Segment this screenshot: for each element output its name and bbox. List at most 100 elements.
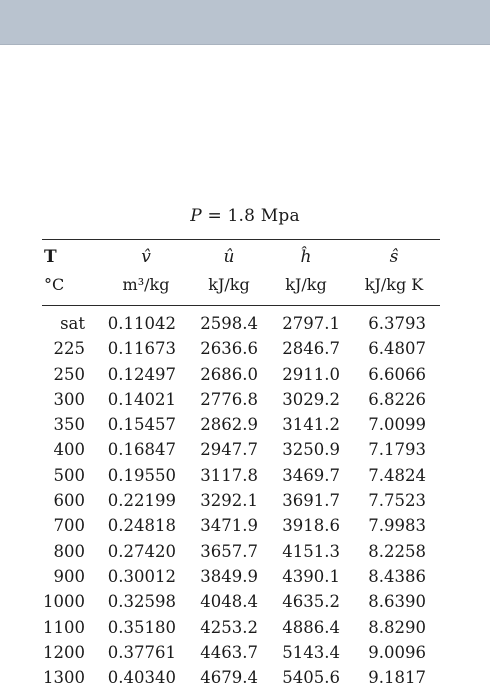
cell-entropy: 7.0099: [368, 415, 426, 435]
cell-specific-volume: 0.11673: [107, 339, 176, 359]
table-top-rule: [42, 239, 440, 240]
cell-enthalpy: 5143.4: [282, 642, 340, 662]
cell-temperature: 400: [53, 440, 86, 460]
table-row: 1100 0.35180 4253.2 4886.4 8.8290: [0, 615, 490, 640]
cell-internal-energy: 4048.4: [200, 592, 258, 612]
cell-specific-volume: 0.30012: [107, 566, 176, 586]
header-enthalpy: ĥ kJ/kg: [268, 243, 344, 299]
cell-specific-volume: 0.32598: [107, 592, 176, 612]
cell-entropy: 6.8226: [368, 389, 426, 409]
cell-internal-energy: 4463.7: [200, 642, 258, 662]
cell-temperature: 1000: [43, 592, 85, 612]
cell-enthalpy: 2911.0: [282, 364, 340, 384]
cell-entropy: 8.6390: [368, 592, 426, 612]
cell-specific-volume: 0.35180: [107, 617, 176, 637]
cell-temperature: sat: [60, 314, 85, 333]
cell-specific-volume: 0.37761: [107, 642, 176, 662]
cell-internal-energy: 2686.0: [200, 364, 258, 384]
table-row: 300 0.14021 2776.8 3029.2 6.8226: [0, 387, 490, 412]
table-row: 900 0.30012 3849.9 4390.1 8.4386: [0, 564, 490, 589]
cell-entropy: 9.0096: [368, 642, 426, 662]
cell-enthalpy: 3691.7: [282, 491, 340, 511]
cell-temperature: 225: [53, 339, 86, 359]
table-row: 500 0.19550 3117.8 3469.7 7.4824: [0, 463, 490, 488]
cell-internal-energy: 2862.9: [200, 415, 258, 435]
header-symbol: v̂: [141, 247, 151, 267]
cell-specific-volume: 0.40340: [107, 668, 176, 688]
cell-enthalpy: 3029.2: [282, 389, 340, 409]
table-row: 1300 0.40340 4679.4 5405.6 9.1817: [0, 665, 490, 690]
header-unit: kJ/kg K: [364, 275, 424, 294]
cell-temperature: 300: [53, 389, 86, 409]
cell-enthalpy: 4635.2: [282, 592, 340, 612]
cell-entropy: 8.2258: [368, 541, 426, 561]
cell-temperature: 1200: [43, 642, 85, 662]
cell-enthalpy: 3250.9: [282, 440, 340, 460]
cell-temperature: 700: [53, 516, 86, 536]
table-row: 400 0.16847 2947.7 3250.9 7.1793: [0, 437, 490, 462]
cell-temperature: 250: [53, 364, 86, 384]
cell-specific-volume: 0.19550: [107, 465, 176, 485]
cell-enthalpy: 2797.1: [282, 314, 340, 333]
cell-specific-volume: 0.16847: [107, 440, 176, 460]
header-unit: °C: [44, 275, 65, 294]
cell-entropy: 6.3793: [368, 314, 426, 333]
header-unit: kJ/kg: [285, 275, 327, 294]
cell-internal-energy: 2776.8: [200, 389, 258, 409]
cell-specific-volume: 0.27420: [107, 541, 176, 561]
header-internal-energy: û kJ/kg: [192, 243, 266, 299]
cell-entropy: 7.7523: [368, 491, 426, 511]
cell-internal-energy: 3292.1: [200, 491, 258, 511]
cell-internal-energy: 3471.9: [200, 516, 258, 536]
cell-entropy: 8.8290: [368, 617, 426, 637]
header-unit: m³/kg: [122, 275, 170, 294]
header-symbol: ŝ: [389, 247, 399, 267]
header-symbol: T: [44, 247, 57, 267]
cell-internal-energy: 4679.4: [200, 668, 258, 688]
table-caption: P = 1.8 Mpa: [0, 206, 490, 226]
cell-entropy: 7.1793: [368, 440, 426, 460]
header-bottom-rule: [42, 305, 440, 306]
cell-enthalpy: 2846.7: [282, 339, 340, 359]
table-body: sat 0.11042 2598.4 2797.1 6.3793 225 0.11673 2…: [0, 311, 490, 690]
table-row: 225 0.11673 2636.6 2846.7 6.4807: [0, 336, 490, 361]
pressure-variable: P: [190, 206, 202, 226]
header-entropy: ŝ kJ/kg K: [348, 243, 440, 299]
cell-entropy: 6.4807: [368, 339, 426, 359]
cell-entropy: 7.9983: [368, 516, 426, 536]
header-unit: kJ/kg: [208, 275, 250, 294]
header-temperature: T °C: [44, 243, 94, 299]
pressure-value: = 1.8 Mpa: [201, 206, 300, 226]
table-row: 600 0.22199 3292.1 3691.7 7.7523: [0, 488, 490, 513]
top-bar: [0, 0, 490, 45]
cell-temperature: 1300: [43, 668, 85, 688]
cell-specific-volume: 0.15457: [107, 415, 176, 435]
cell-temperature: 1100: [43, 617, 85, 637]
cell-entropy: 8.4386: [368, 566, 426, 586]
table-row: 1000 0.32598 4048.4 4635.2 8.6390: [0, 589, 490, 614]
cell-specific-volume: 0.11042: [107, 314, 176, 333]
table-row: 800 0.27420 3657.7 4151.3 8.2258: [0, 539, 490, 564]
header-symbol: û: [223, 247, 235, 267]
cell-enthalpy: 3918.6: [282, 516, 340, 536]
cell-internal-energy: 2636.6: [200, 339, 258, 359]
cell-temperature: 800: [53, 541, 86, 561]
cell-internal-energy: 3117.8: [200, 465, 258, 485]
cell-enthalpy: 3141.2: [282, 415, 340, 435]
cell-internal-energy: 4253.2: [200, 617, 258, 637]
cell-enthalpy: 3469.7: [282, 465, 340, 485]
cell-internal-energy: 3657.7: [200, 541, 258, 561]
table-row: 350 0.15457 2862.9 3141.2 7.0099: [0, 412, 490, 437]
cell-internal-energy: 2947.7: [200, 440, 258, 460]
cell-entropy: 7.4824: [368, 465, 426, 485]
cell-entropy: 9.1817: [368, 668, 426, 688]
cell-specific-volume: 0.12497: [107, 364, 176, 384]
cell-internal-energy: 2598.4: [200, 314, 258, 333]
table-row: sat 0.11042 2598.4 2797.1 6.3793: [0, 311, 490, 336]
table-row: 700 0.24818 3471.9 3918.6 7.9983: [0, 513, 490, 538]
cell-entropy: 6.6066: [368, 364, 426, 384]
cell-temperature: 350: [53, 415, 86, 435]
cell-specific-volume: 0.22199: [107, 491, 176, 511]
cell-enthalpy: 4886.4: [282, 617, 340, 637]
cell-specific-volume: 0.14021: [107, 389, 176, 409]
